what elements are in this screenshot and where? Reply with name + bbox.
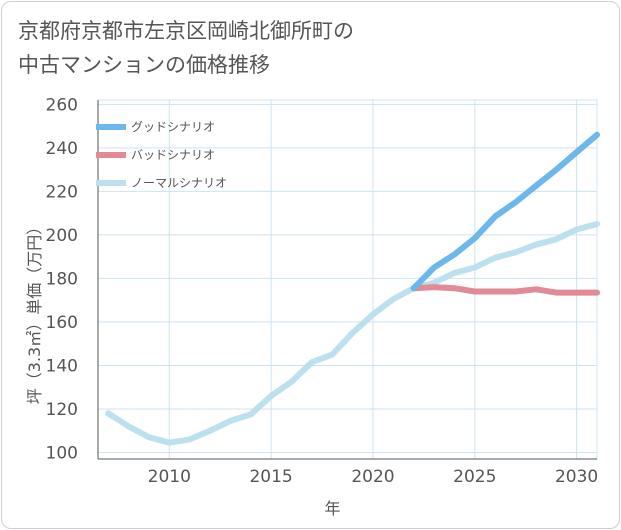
chart-title: 京都府京都市左京区岡崎北御所町の 中古マンションの価格推移 bbox=[18, 14, 354, 82]
y-tick-label: 260 bbox=[46, 95, 78, 115]
x-tick-label: 2020 bbox=[351, 467, 394, 487]
series-line-bad bbox=[410, 284, 600, 296]
x-tick-label: 2015 bbox=[249, 467, 292, 487]
y-tick-label: 100 bbox=[46, 443, 78, 463]
y-tick-label: 120 bbox=[46, 400, 78, 420]
plot-area bbox=[97, 99, 598, 460]
y-tick-label: 240 bbox=[46, 139, 78, 159]
x-axis-label: 年 bbox=[324, 499, 340, 518]
x-tick-label: 2030 bbox=[555, 467, 598, 487]
y-tick-label: 180 bbox=[46, 269, 78, 289]
y-axis-label: 坪（3.3㎡）単価（万円） bbox=[25, 219, 44, 404]
legend-label-good: グッドシナリオ bbox=[131, 120, 215, 134]
series-line-good bbox=[410, 131, 600, 292]
legend-label-normal: ノーマルシナリオ bbox=[131, 176, 227, 190]
legend-label-bad: バッドシナリオ bbox=[131, 148, 215, 162]
x-tick-label: 2025 bbox=[453, 467, 496, 487]
y-tick-label: 220 bbox=[46, 182, 78, 202]
series-line-normal bbox=[105, 221, 600, 446]
x-tick-label: 2010 bbox=[148, 467, 191, 487]
y-tick-label: 140 bbox=[46, 356, 78, 376]
chart-title-line-1: 京都府京都市左京区岡崎北御所町の bbox=[18, 19, 354, 43]
chart-title-line-2: 中古マンションの価格推移 bbox=[18, 53, 270, 77]
y-tick-label: 160 bbox=[46, 313, 78, 333]
y-tick-label: 200 bbox=[46, 226, 78, 246]
